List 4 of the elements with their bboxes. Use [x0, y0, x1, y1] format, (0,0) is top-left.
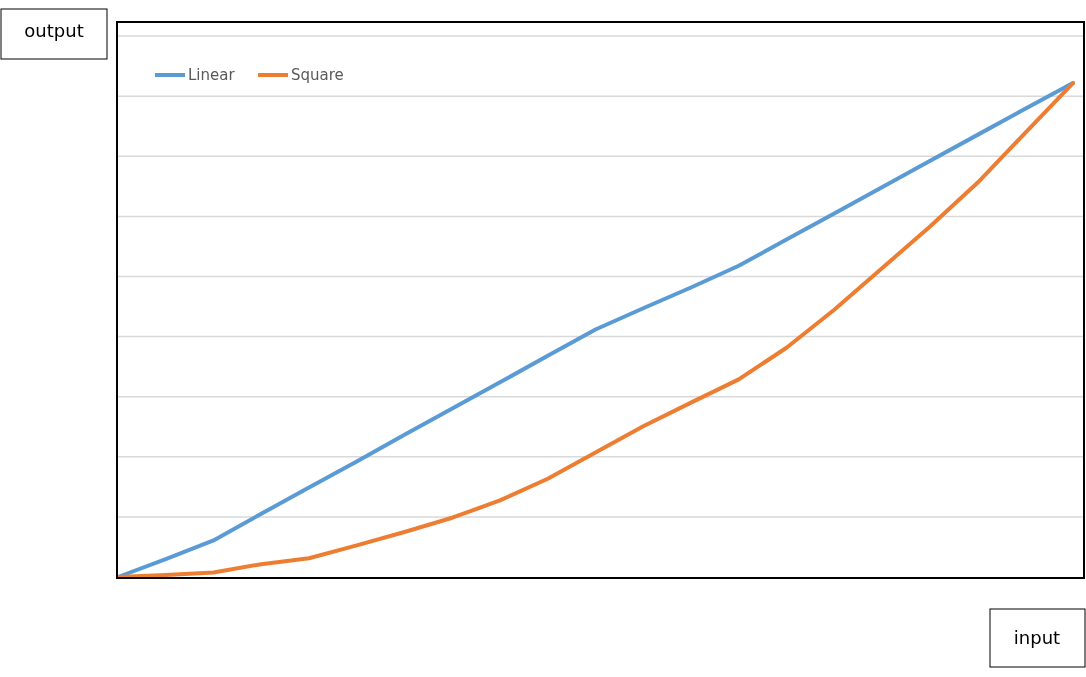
x-axis-title: input	[1013, 627, 1061, 648]
legend-label: Square	[291, 66, 344, 84]
y-axis-title: output	[24, 20, 84, 41]
legend-label: Linear	[188, 66, 236, 84]
